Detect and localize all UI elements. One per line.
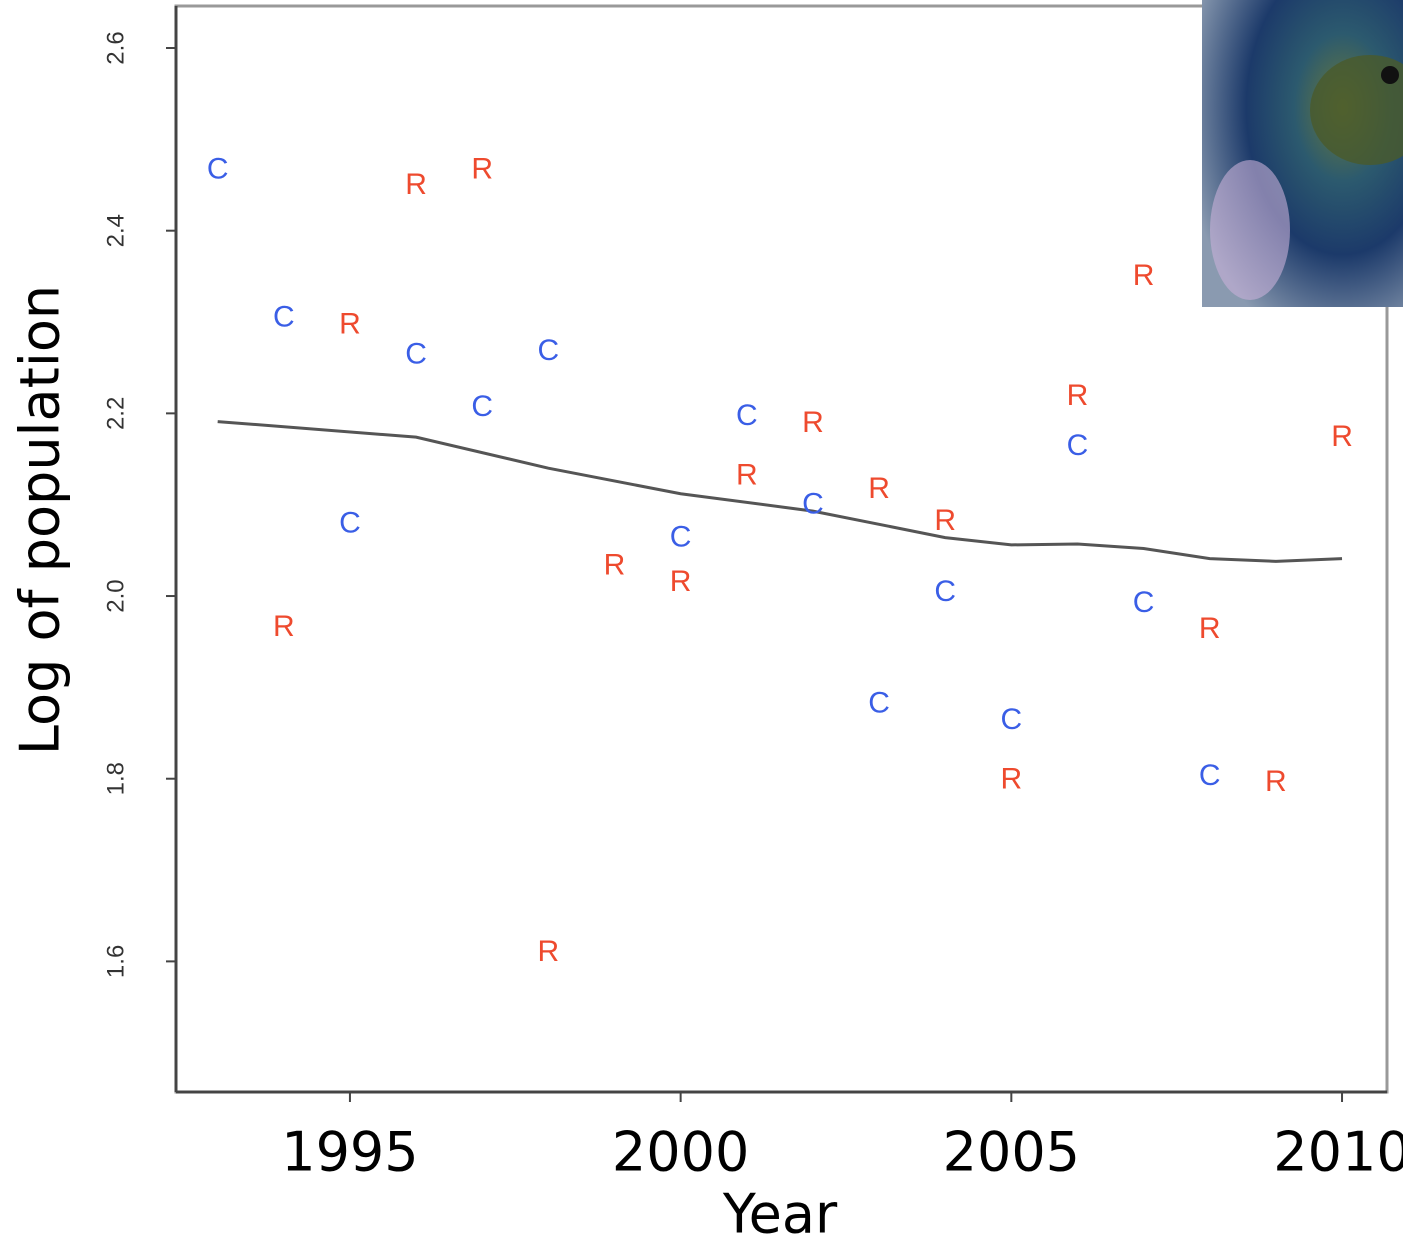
- point: R: [471, 152, 493, 185]
- y-tick-label: 2.2: [102, 397, 129, 430]
- point: C: [736, 399, 758, 432]
- point: R: [1067, 379, 1089, 412]
- point: C: [868, 687, 890, 720]
- x-tick-label: 2005: [943, 1121, 1080, 1184]
- point: R: [1000, 762, 1022, 795]
- point: R: [538, 935, 560, 968]
- point: C: [405, 338, 427, 371]
- point: C: [670, 520, 692, 553]
- point: R: [1265, 765, 1287, 798]
- point: R: [736, 458, 758, 491]
- x-tick-label: 1995: [281, 1121, 418, 1184]
- trend-line: [217, 420, 1343, 563]
- y-tick-label: 2.6: [102, 31, 129, 64]
- point: R: [405, 168, 427, 201]
- x-tick-label: 2000: [612, 1121, 749, 1184]
- point: C: [802, 488, 824, 521]
- point: R: [604, 549, 626, 582]
- point: R: [1199, 612, 1221, 645]
- point: R: [1133, 259, 1155, 292]
- point: R: [339, 308, 361, 341]
- y-axis-label: Log of population: [9, 285, 72, 755]
- x-tick-label: 2010: [1273, 1121, 1403, 1184]
- y-tick-label: 1.8: [102, 762, 129, 795]
- point: C: [471, 390, 493, 423]
- point: C: [1199, 759, 1221, 792]
- point: C: [1067, 429, 1089, 462]
- point: R: [1331, 420, 1353, 453]
- point: R: [670, 565, 692, 598]
- point: C: [339, 507, 361, 540]
- y-tick-label: 2.4: [102, 214, 129, 247]
- point: R: [868, 472, 890, 505]
- point: R: [273, 610, 295, 643]
- point: C: [207, 152, 229, 185]
- point: C: [273, 300, 295, 333]
- point: R: [934, 504, 956, 537]
- x-axis-label: Year: [722, 1183, 838, 1246]
- point: C: [1133, 586, 1155, 619]
- point: R: [802, 406, 824, 439]
- point: C: [538, 334, 560, 367]
- photo: [1202, 0, 1403, 307]
- point: C: [1000, 703, 1022, 736]
- point: C: [934, 575, 956, 608]
- y-tick-label: 1.6: [102, 945, 129, 978]
- y-tick-label: 2.0: [102, 579, 129, 612]
